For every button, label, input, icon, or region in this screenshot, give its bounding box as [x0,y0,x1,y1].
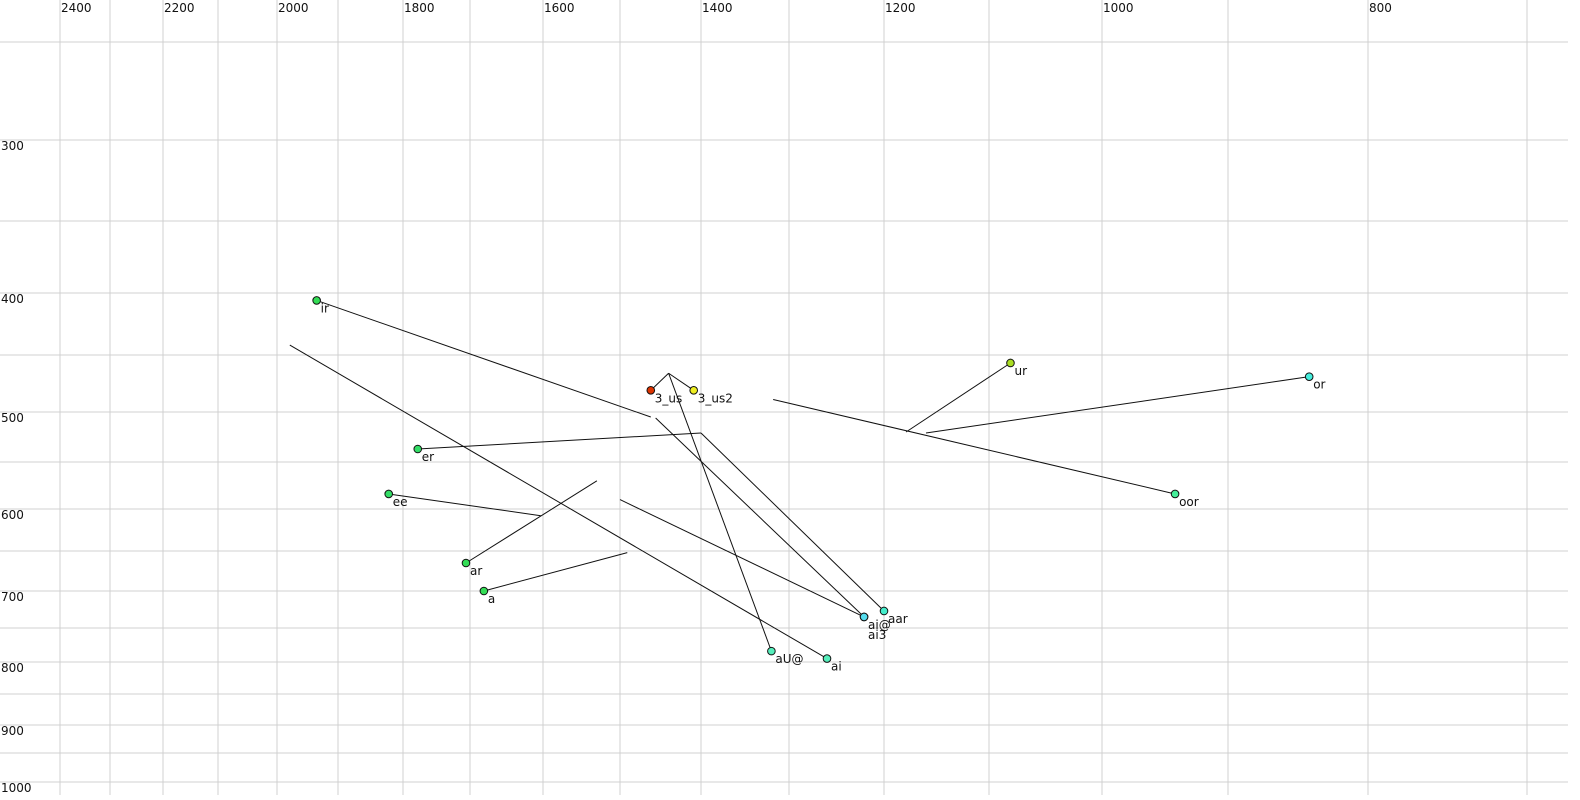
point-label: ai [831,660,842,674]
data-point [312,296,321,305]
point-label: ar [470,564,482,578]
data-point [413,444,423,454]
y-tick-label: 500 [1,411,24,425]
trajectory-line [465,480,598,564]
trajectory-line [388,493,541,517]
point-label: ai@ [868,618,891,632]
trajectory-line [700,432,885,612]
trajectory-line [289,344,828,660]
point-label: 3_us [655,391,683,405]
point-label: 3_us2 [698,391,733,405]
data-point [767,646,776,656]
point-label: aar [888,612,908,626]
data-point [646,386,656,395]
y-tick-label: 300 [1,139,24,153]
y-tick-label: 800 [1,661,24,675]
tick-labels: 2400 2200 2000 1800 1600 1400 1200 1000 800 300 40… [1,1,1392,795]
data-point [1170,489,1180,499]
x-tick-label: 1600 [544,1,575,15]
data-point [479,586,489,596]
data-point [859,612,869,622]
trajectories [289,299,1310,660]
point-label: er [422,450,434,464]
x-tick-label: 1200 [885,1,916,15]
x-tick-label: 1000 [1103,1,1134,15]
point-label: ur [1014,364,1027,378]
trajectory-line [417,432,702,450]
point-label: ir [321,301,329,315]
data-point [461,558,471,568]
point-label: or [1313,378,1325,392]
data-point [822,654,832,663]
trajectory-line [905,362,1011,433]
data-point [384,489,394,499]
trajectory-line [668,373,772,652]
y-tick-label: 1000 [1,781,32,795]
trajectory-line [619,499,865,618]
y-tick-label: 700 [1,590,24,604]
point-label: ee [393,495,408,509]
data-point [689,386,699,395]
trajectory-line [316,299,651,418]
point-label: a [488,592,495,606]
point-label: ai3 [868,628,886,642]
x-tick-label: 2000 [278,1,309,15]
trajectory-line [483,552,628,592]
x-tick-label: 800 [1369,1,1392,15]
y-tick-label: 400 [1,292,24,306]
y-tick-label: 600 [1,508,24,522]
trajectory-line [773,398,1176,495]
data-point [879,606,889,616]
x-tick-label: 2400 [61,1,92,15]
point-label: oor [1179,495,1199,509]
y-tick-label: 900 [1,724,24,738]
x-tick-label: 1400 [702,1,733,15]
point-label: aU@ [775,652,803,666]
data-point [1006,358,1015,368]
data-point [1304,372,1314,381]
x-tick-label: 2200 [164,1,195,15]
x-tick-label: 1800 [404,1,435,15]
trajectory-line [925,376,1310,434]
trajectory-line [668,372,694,391]
trajectory-line [655,417,865,618]
